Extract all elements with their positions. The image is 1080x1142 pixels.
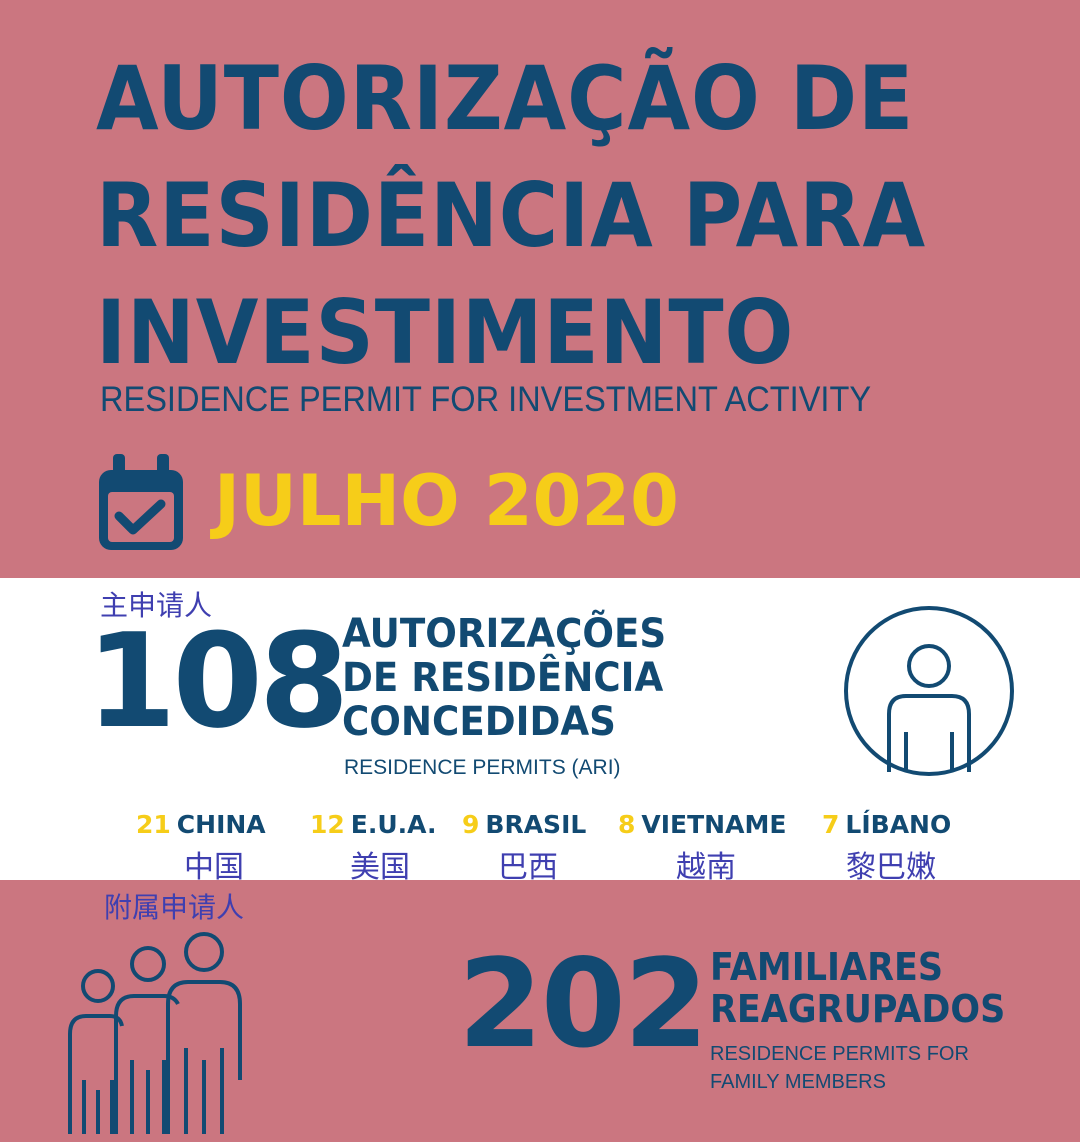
main-applicant-zh-label: 主申请人 — [100, 589, 213, 622]
family-count: 202 — [458, 933, 709, 1075]
country-lebanon: 7 LÍBANO — [822, 810, 951, 839]
dependents-section: 附属申请人 202 FAMILIARES — [0, 880, 1080, 1142]
country-brazil: 9 BRASIL — [462, 810, 586, 839]
country-name: CHINA — [176, 810, 266, 839]
permits-title-line: DE RESIDÊNCIA — [342, 655, 664, 701]
family-title-line: FAMILIARES — [710, 945, 944, 989]
country-count: 9 — [462, 810, 480, 839]
calendar-check-icon — [99, 454, 183, 550]
title-line: INVESTIMENTO — [96, 281, 795, 384]
country-count: 12 — [310, 810, 345, 839]
country-count: 21 — [136, 810, 171, 839]
dependent-applicant-zh-label: 附属申请人 — [104, 891, 245, 924]
header-section: AUTORIZAÇÃO DE RESIDÊNCIA PARA INVESTIME… — [96, 40, 926, 550]
permits-count: 108 — [86, 605, 349, 757]
country-name: VIETNAME — [641, 810, 787, 839]
page-title: AUTORIZAÇÃO DE RESIDÊNCIA PARA INVESTIME… — [96, 40, 926, 391]
permits-title-line: CONCEDIDAS — [342, 699, 616, 745]
family-title: FAMILIARES REAGRUPADOS — [710, 946, 1005, 1030]
family-title-line: REAGRUPADOS — [710, 987, 1006, 1031]
family-subtitle: RESIDENCE PERMITS FOR FAMILY MEMBERS — [710, 1040, 969, 1096]
country-vietnam: 8 VIETNAME — [618, 810, 786, 839]
family-subtitle-line: FAMILY MEMBERS — [710, 1071, 886, 1093]
permits-title-line: AUTORIZAÇÕES — [342, 611, 667, 657]
title-line: RESIDÊNCIA PARA — [96, 164, 927, 267]
country-name: LÍBANO — [845, 810, 952, 839]
main-applicants-section: 主申请人 108 AUTORIZAÇÕES DE RESIDÊNCIA CONC… — [0, 578, 1080, 885]
person-circle-icon — [844, 606, 1014, 776]
country-zh-brazil: 巴西 — [498, 850, 558, 885]
permits-title: AUTORIZAÇÕES DE RESIDÊNCIA CONCEDIDAS — [342, 612, 666, 744]
country-zh-vietnam: 越南 — [676, 850, 736, 885]
title-line: AUTORIZAÇÃO DE — [96, 47, 915, 150]
page-subtitle: RESIDENCE PERMIT FOR INVESTMENT ACTIVITY — [100, 380, 872, 419]
country-zh-china: 中国 — [184, 850, 244, 885]
report-date: JULHO 2020 — [214, 460, 679, 542]
family-subtitle-line: RESIDENCE PERMITS FOR — [710, 1043, 969, 1065]
country-count: 8 — [618, 810, 636, 839]
family-group-icon — [68, 932, 242, 1134]
country-usa: 12 E.U.A. — [310, 810, 436, 839]
country-name: BRASIL — [485, 810, 587, 839]
country-count: 7 — [822, 810, 840, 839]
country-name: E.U.A. — [350, 810, 437, 839]
country-zh-usa: 美国 — [350, 850, 410, 885]
country-china: 21 CHINA — [136, 810, 266, 839]
country-zh-lebanon: 黎巴嫩 — [846, 850, 936, 885]
permits-subtitle: RESIDENCE PERMITS (ARI) — [344, 756, 621, 779]
